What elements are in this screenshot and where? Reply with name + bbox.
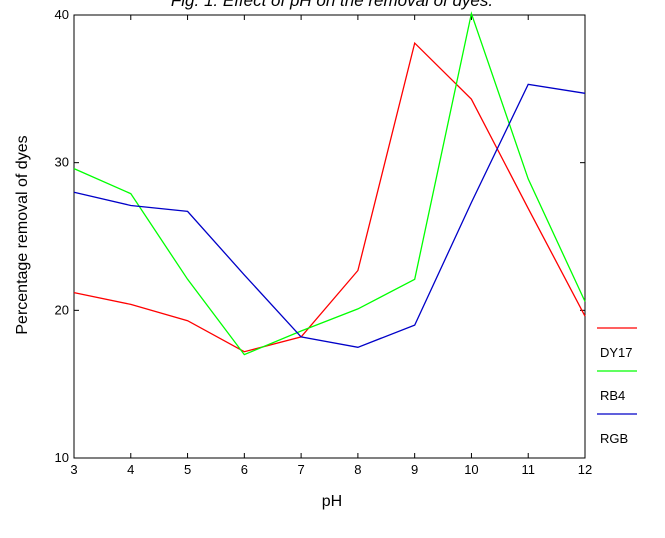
legend-label-rgb: RGB [600,431,628,446]
y-axis-label: Percentage removal of dyes [14,135,31,334]
series-line-dy17 [73,41,586,353]
plot-layer: 10 20 30 40 3 4 5 6 7 8 9 10 11 12 [55,7,593,477]
y-tick-label: 20 [55,302,69,317]
x-tick-label: 3 [70,462,77,477]
legend-label-rb4: RB4 [600,388,625,403]
y-tick-label: 40 [55,7,69,22]
series-line-rb4 [73,11,586,356]
legend: DY17 RB4 RGB [597,327,637,446]
y-tick-label: 10 [55,450,69,465]
x-tick-label: 11 [521,462,535,477]
x-tick-label: 7 [297,462,304,477]
x-tick-label: 12 [578,462,592,477]
x-tick-label: 4 [127,462,134,477]
y-tick-label: 30 [55,155,69,170]
x-tick-label: 9 [411,462,418,477]
legend-label-dy17: DY17 [600,345,633,360]
x-tick-label: 8 [354,462,361,477]
x-axis-label: pH [322,493,342,510]
chart-title: Fig. 1: Effect of pH on the removal of d… [171,0,493,10]
plot-frame [73,14,586,459]
x-tick-label: 6 [241,462,248,477]
x-tick-label: 10 [464,462,478,477]
x-tick-label: 5 [184,462,191,477]
series-line-rgb [73,83,586,348]
